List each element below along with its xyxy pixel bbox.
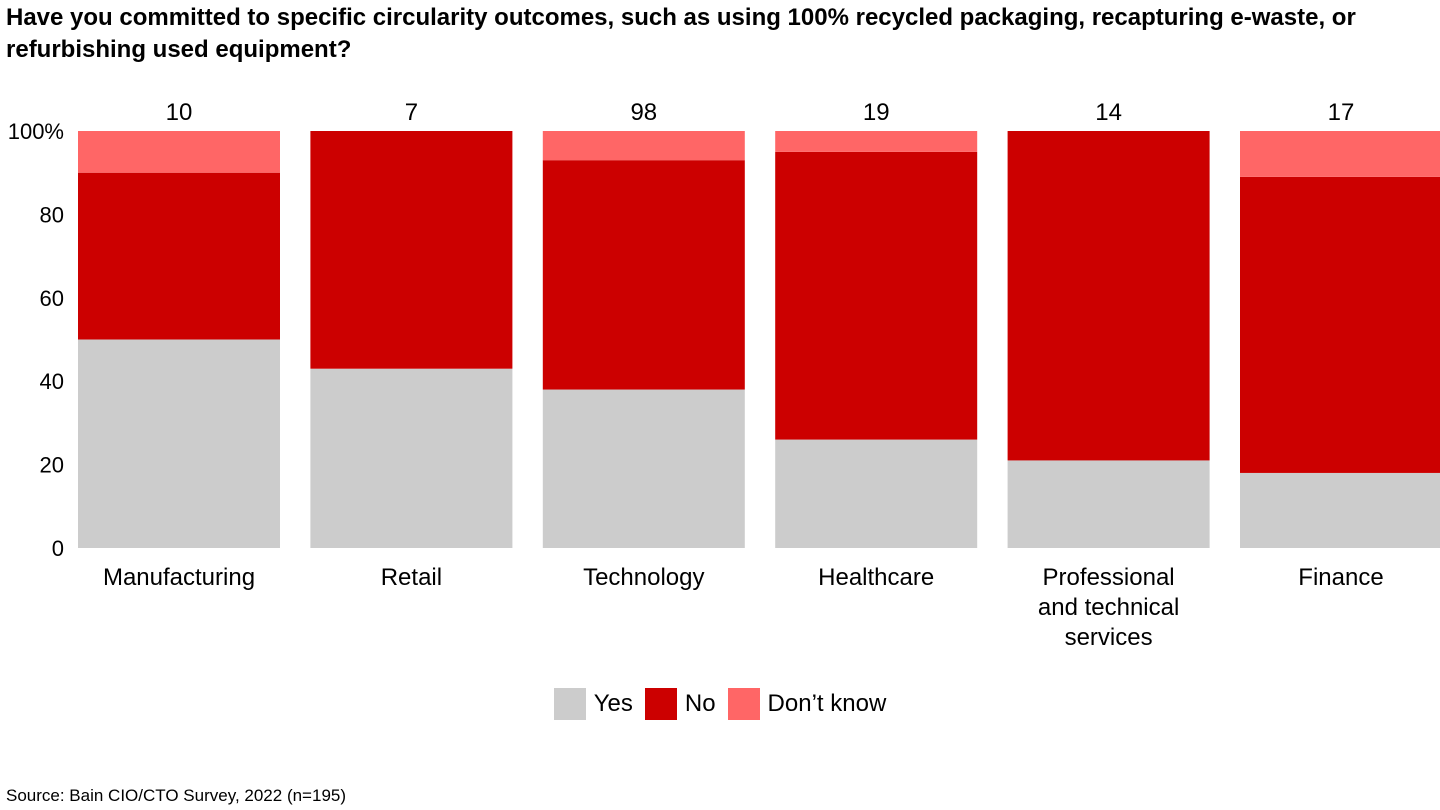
y-tick-label: 80 bbox=[40, 202, 64, 227]
category-label: Professional bbox=[1043, 564, 1175, 591]
sample-size-label: 17 bbox=[1328, 99, 1355, 126]
legend-swatch bbox=[553, 688, 586, 720]
category-label: Retail bbox=[381, 564, 442, 591]
legend-swatch bbox=[644, 688, 677, 720]
y-tick-label: 20 bbox=[40, 453, 64, 478]
chart-title: Have you committed to specific circulari… bbox=[6, 4, 1356, 63]
y-tick-label: 100% bbox=[8, 119, 64, 144]
category-label: and technical bbox=[1038, 594, 1179, 621]
sample-size-label: 7 bbox=[405, 99, 418, 126]
bar-segment-yes bbox=[1240, 472, 1440, 548]
legend-label: Don’t know bbox=[767, 690, 887, 717]
legend-item: Don’t know bbox=[727, 688, 887, 720]
stacked-bar-chart: 0 20 40 60 80 100% 10 Manufacturing 7 Retail 98 Tec… bbox=[8, 99, 1440, 651]
category-label: Healthcare bbox=[818, 564, 934, 591]
legend-item: No bbox=[644, 688, 716, 720]
category-label: Technology bbox=[583, 564, 704, 591]
bar-segment-yes bbox=[310, 368, 513, 548]
bar-segment-no bbox=[542, 160, 745, 390]
bar-segment-yes bbox=[542, 389, 745, 548]
category-label: Finance bbox=[1298, 564, 1383, 591]
bar-segment-no bbox=[1007, 131, 1210, 461]
category-label: Manufacturing bbox=[103, 564, 255, 591]
legend-item: Yes bbox=[553, 688, 633, 720]
sample-size-label: 10 bbox=[166, 99, 193, 126]
bar-segment-yes bbox=[78, 339, 280, 548]
category-label: services bbox=[1065, 624, 1153, 651]
bar-segment-yes bbox=[775, 439, 978, 548]
legend-label: Yes bbox=[593, 690, 633, 717]
bar-segment-don-t-know bbox=[542, 131, 745, 161]
y-tick-label: 60 bbox=[40, 286, 64, 311]
bar-segment-no bbox=[775, 151, 978, 440]
y-tick-label: 0 bbox=[52, 536, 64, 561]
source-note: Source: Bain CIO/CTO Survey, 2022 (n=195… bbox=[6, 786, 347, 805]
legend-swatch bbox=[727, 688, 760, 720]
legend-label: No bbox=[684, 690, 716, 717]
bar-segment-no bbox=[1240, 176, 1440, 473]
legend: Yes No Don’t know bbox=[0, 688, 1440, 720]
bar-segment-don-t-know bbox=[775, 131, 978, 152]
sample-size-label: 98 bbox=[630, 99, 657, 126]
bar-segment-don-t-know bbox=[78, 131, 280, 173]
sample-size-label: 19 bbox=[863, 99, 890, 126]
sample-size-label: 14 bbox=[1095, 99, 1122, 126]
bar-segment-don-t-know bbox=[1240, 131, 1440, 177]
y-tick-label: 40 bbox=[40, 369, 64, 394]
bar-segment-no bbox=[310, 131, 513, 369]
bar-segment-no bbox=[78, 172, 280, 340]
bar-segment-yes bbox=[1007, 460, 1210, 548]
